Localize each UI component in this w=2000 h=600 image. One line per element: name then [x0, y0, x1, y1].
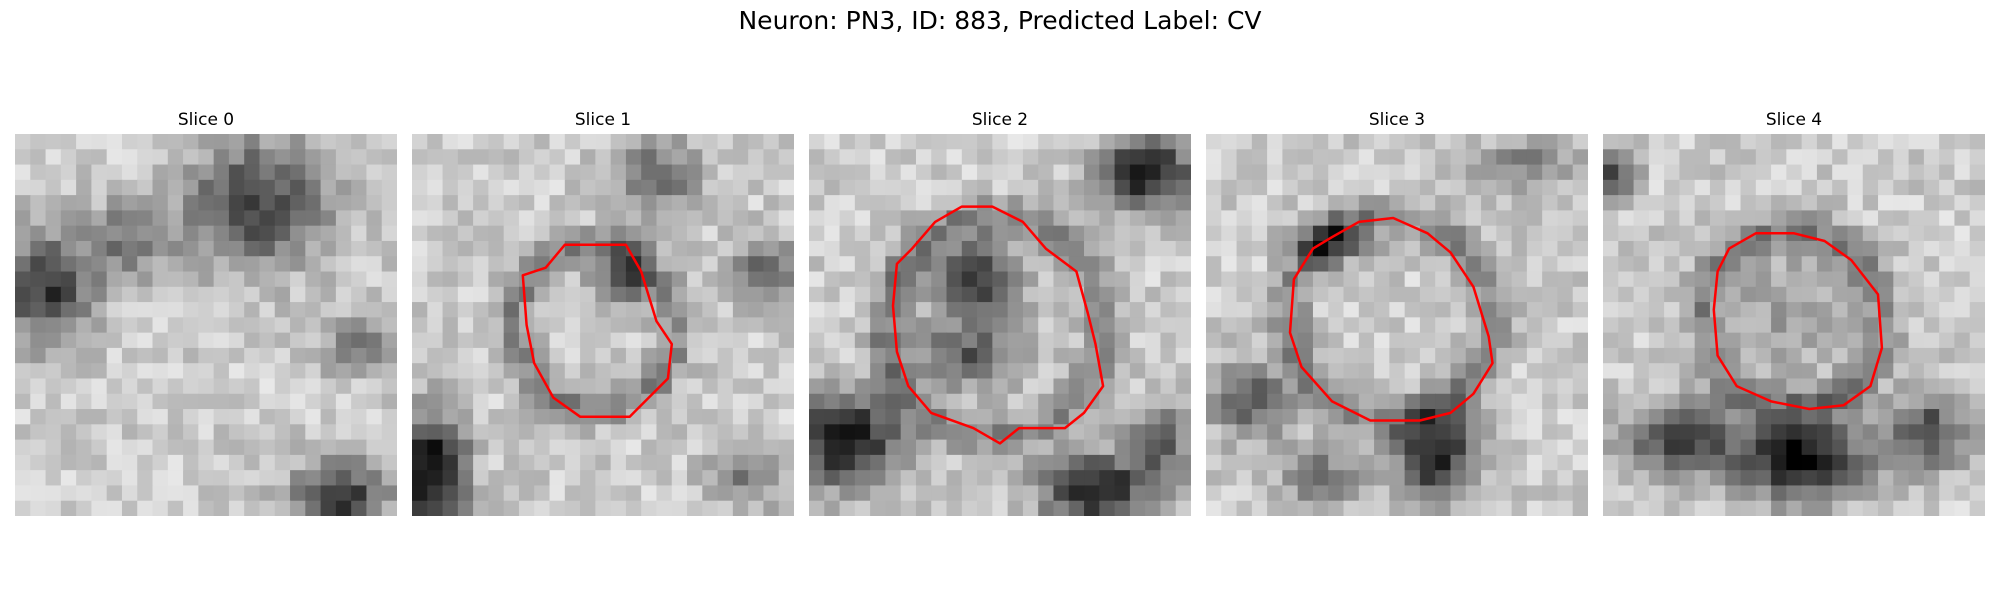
pixel-grid [1206, 134, 1588, 516]
slice-image-3 [1206, 134, 1588, 516]
neuron-contour [1288, 216, 1494, 422]
slice-title-4: Slice 4 [1765, 110, 1823, 130]
neuron-contour [521, 243, 674, 418]
pixel-grid [15, 134, 397, 516]
slice-image-0 [15, 134, 397, 516]
slice-title-3: Slice 3 [1368, 110, 1426, 130]
slice-image-1 [412, 134, 794, 516]
neuron-contour [1712, 232, 1884, 411]
pixel-grid [809, 134, 1191, 516]
pixel-grid [412, 134, 794, 516]
slice-title-0: Slice 0 [177, 110, 235, 130]
figure-title: Neuron: PN3, ID: 883, Predicted Label: C… [738, 6, 1262, 35]
neuron-contour [891, 205, 1105, 445]
slice-title-2: Slice 2 [971, 110, 1029, 130]
slice-image-2 [809, 134, 1191, 516]
pixel-grid [1603, 134, 1985, 516]
slice-title-1: Slice 1 [574, 110, 632, 130]
slice-image-4 [1603, 134, 1985, 516]
